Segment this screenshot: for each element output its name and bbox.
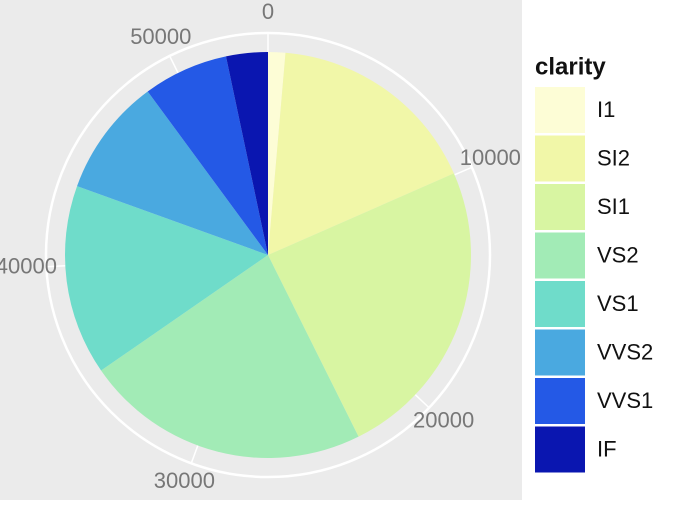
angle-tick-label: 0	[262, 0, 274, 24]
legend-key	[535, 135, 585, 182]
angle-tick-label: 40000	[0, 254, 57, 279]
legend-title: clarity	[535, 53, 606, 80]
angle-tick-label: 20000	[413, 407, 474, 432]
legend-key	[535, 87, 585, 133]
pie-slice	[225, 52, 268, 255]
legend-key	[535, 184, 585, 230]
grid-line	[190, 445, 199, 464]
legend-label: VVS1	[597, 388, 653, 413]
legend-label: VS2	[597, 242, 639, 267]
legend-label: I1	[597, 97, 615, 122]
legend-key	[535, 281, 585, 327]
pie-slice	[77, 91, 268, 255]
legend-key	[535, 426, 585, 473]
pie-slice	[268, 52, 454, 255]
pie-slice	[268, 52, 286, 255]
pie-slice	[64, 186, 268, 371]
pie-slice	[268, 173, 471, 437]
legend-label: VS1	[597, 291, 639, 316]
angle-tick-label: 10000	[460, 145, 521, 170]
legend-label: SI1	[597, 194, 630, 219]
grid-line	[46, 265, 66, 268]
grid-line	[414, 394, 430, 409]
legend-key	[535, 232, 585, 279]
pie-slice	[101, 255, 359, 458]
legend-key	[535, 378, 585, 424]
angle-tick-label: 50000	[130, 24, 191, 49]
angle-tick-label: 30000	[154, 468, 215, 493]
legend-label: VVS2	[597, 339, 653, 364]
legend-label: SI2	[597, 145, 630, 170]
legend-key	[535, 329, 585, 376]
pie-slice	[147, 56, 268, 256]
grid-line	[454, 166, 473, 176]
legend-label: IF	[597, 436, 617, 461]
grid-line	[168, 55, 179, 74]
